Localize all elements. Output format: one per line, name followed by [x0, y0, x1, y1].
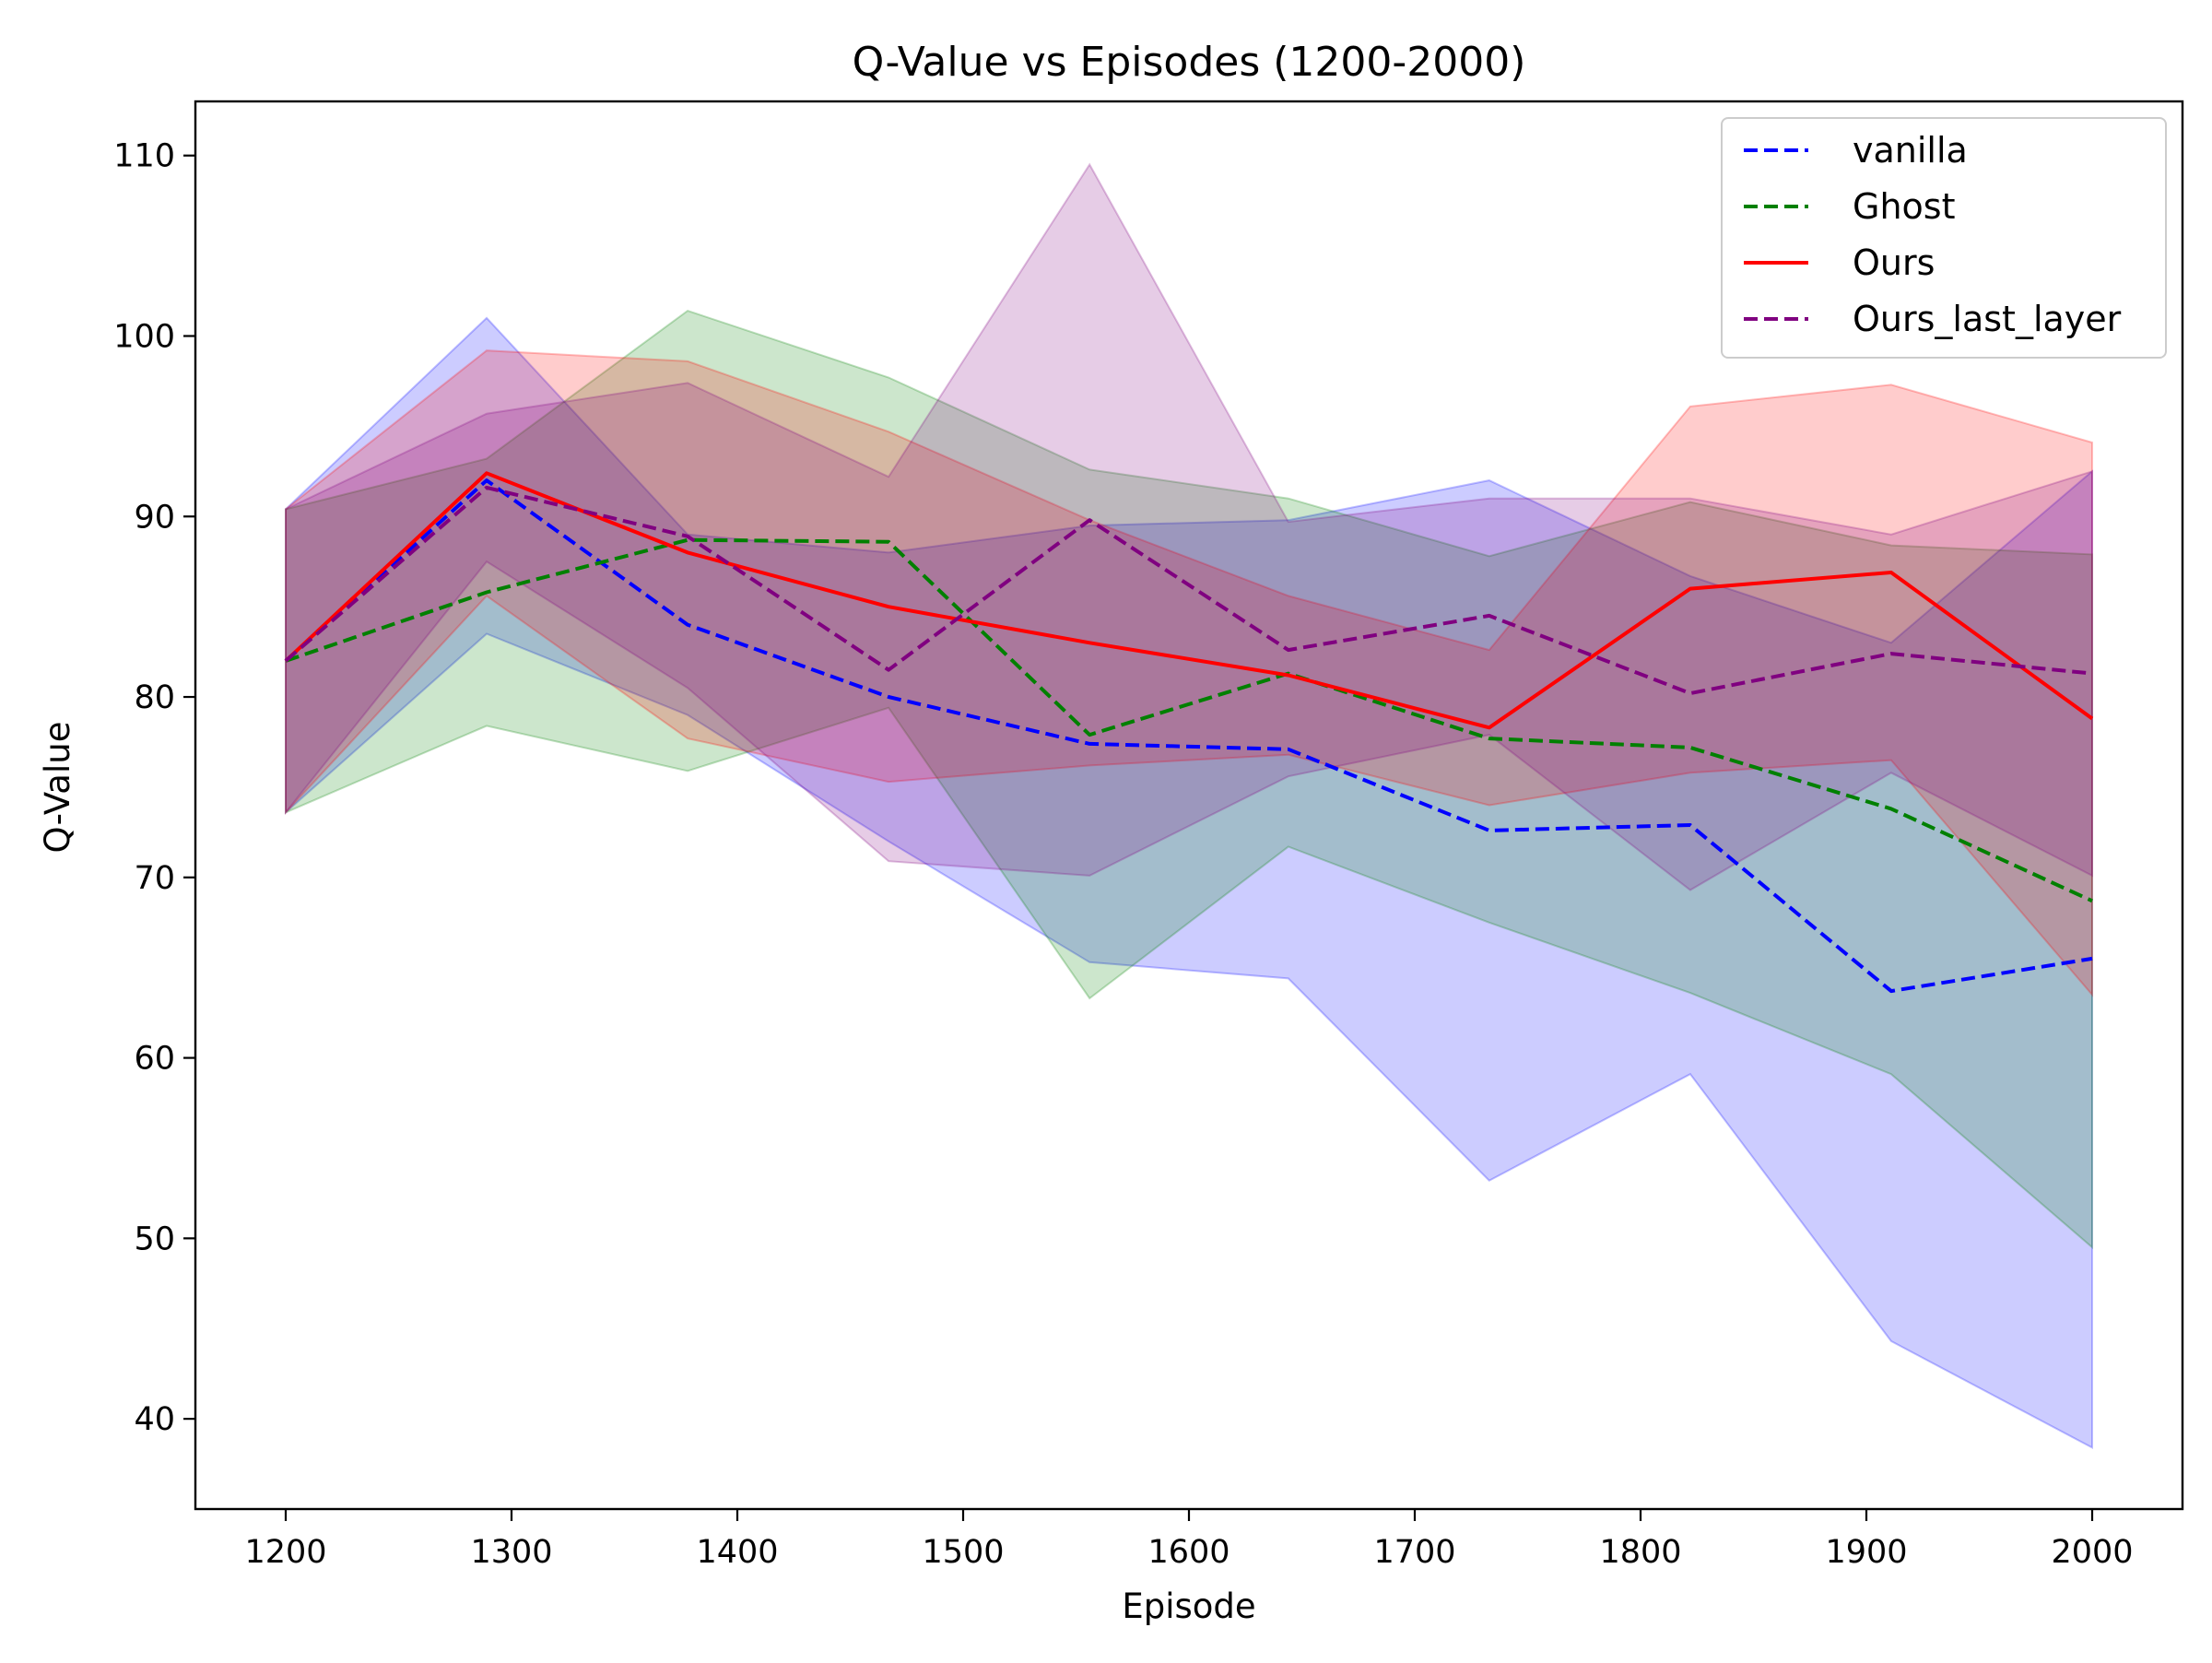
x-axis-ticks: 1200 1300 1400 1500 1600 1700 1800 1900 2000: [244, 1509, 2134, 1571]
series-lines: [284, 471, 2094, 994]
x-tick-label: 1300: [470, 1534, 552, 1571]
x-tick-label: 1600: [1147, 1534, 1230, 1571]
x-tick-label: 1700: [1373, 1534, 1455, 1571]
confidence-bands: [285, 162, 2093, 1450]
y-tick-label: 90: [134, 499, 175, 536]
legend-box: [1721, 117, 2167, 359]
x-tick-label: 1800: [1599, 1534, 1681, 1571]
legend-label-ours: Ours: [1853, 242, 1935, 283]
legend: vanilla Ghost Ours Ours_last_layer: [1721, 117, 2167, 359]
band-vanilla: [285, 316, 2093, 1450]
legend-label-ours-last-layer: Ours_last_layer: [1853, 299, 2122, 339]
x-axis-label: Episode: [1122, 1586, 1255, 1626]
y-axis-ticks: 40 50 60 70 80 90 100 110: [113, 138, 195, 1438]
band-ours-last-layer: [285, 162, 2093, 891]
y-tick-label: 60: [134, 1041, 175, 1078]
legend-label-ghost: Ghost: [1853, 186, 1955, 227]
legend-label-vanilla: vanilla: [1853, 130, 1968, 171]
chart-title: Q-Value vs Episodes (1200-2000): [853, 39, 1526, 86]
x-tick-label: 1400: [696, 1534, 778, 1571]
y-tick-label: 70: [134, 860, 175, 897]
y-tick-label: 100: [113, 319, 175, 356]
band-ours: [285, 349, 2093, 997]
y-tick-label: 40: [134, 1401, 175, 1438]
series-line-ours-last-layer: [284, 485, 2093, 696]
band-ghost: [285, 309, 2093, 1250]
y-tick-label: 80: [134, 679, 175, 716]
series-line-ghost: [285, 537, 2093, 903]
series-line-vanilla: [284, 478, 2093, 994]
x-tick-label: 1200: [244, 1534, 326, 1571]
y-tick-label: 50: [134, 1221, 175, 1257]
y-axis-label: Q-Value: [38, 722, 77, 854]
x-tick-label: 1900: [1825, 1534, 1907, 1571]
y-tick-label: 110: [113, 138, 175, 175]
x-tick-label: 1500: [922, 1534, 1004, 1571]
x-tick-label: 2000: [2051, 1534, 2133, 1571]
